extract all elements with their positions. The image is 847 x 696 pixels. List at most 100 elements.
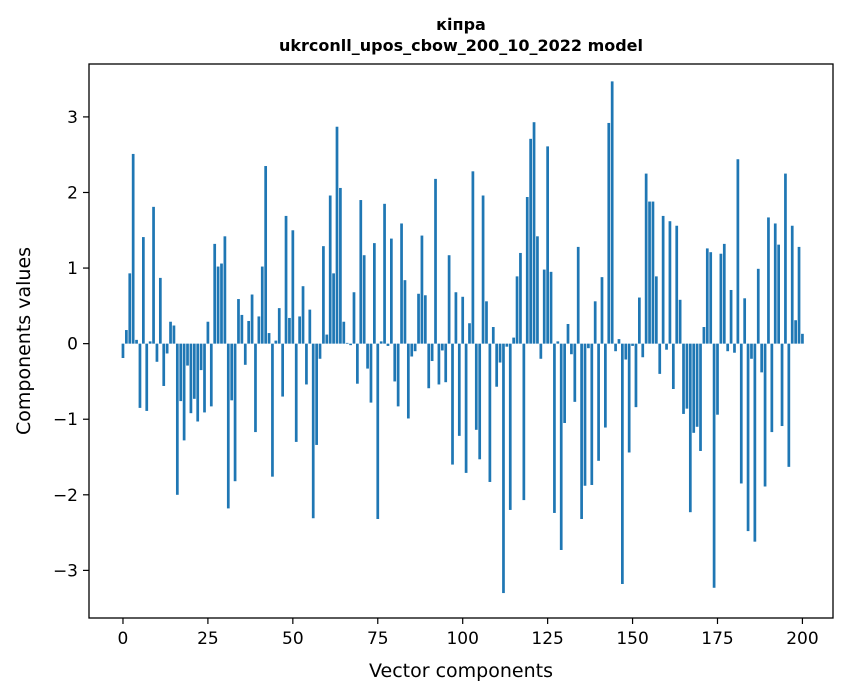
bar-component-18 — [182, 343, 186, 441]
bar-component-101 — [464, 343, 468, 473]
bar-component-113 — [505, 343, 509, 347]
y-tick-label: −2 — [53, 486, 78, 506]
bar-component-71 — [362, 255, 366, 344]
bar-component-69 — [356, 343, 359, 384]
bar-component-52 — [298, 316, 301, 344]
y-tick-label: −1 — [53, 410, 78, 430]
x-tick-label: 75 — [367, 629, 389, 649]
bar-component-53 — [301, 286, 305, 344]
bar-component-61 — [328, 195, 332, 344]
bar-component-33 — [233, 343, 237, 482]
bar-component-160 — [665, 343, 668, 350]
bar-component-187 — [756, 268, 760, 344]
bar-component-65 — [342, 321, 346, 344]
bar-component-3 — [131, 153, 135, 344]
bar-component-190 — [767, 217, 770, 344]
bar-component-119 — [525, 197, 529, 344]
bar-component-159 — [661, 215, 665, 344]
bar-component-112 — [502, 343, 505, 594]
bar-component-0 — [121, 343, 125, 359]
bar-component-23 — [199, 343, 203, 371]
bar-component-109 — [491, 327, 495, 344]
bar-component-107 — [485, 301, 488, 344]
bar-component-41 — [260, 266, 264, 344]
bar-component-106 — [481, 195, 485, 344]
bar-component-63 — [335, 126, 339, 344]
chart-title-line-1: кіпра — [436, 15, 486, 34]
bar-component-19 — [186, 343, 189, 366]
bar-component-165 — [682, 343, 685, 414]
bar-component-142 — [604, 343, 607, 428]
bar-component-123 — [539, 343, 543, 359]
bar-component-195 — [784, 173, 787, 344]
bar-component-57 — [315, 343, 318, 445]
bar-component-181 — [736, 159, 740, 344]
bar-component-86 — [413, 343, 417, 352]
bar-component-39 — [254, 343, 257, 433]
bar-component-16 — [175, 343, 179, 495]
x-tick-label: 150 — [616, 629, 648, 649]
bar-component-89 — [423, 295, 427, 344]
bar-component-98 — [454, 292, 458, 344]
bar-component-45 — [274, 340, 278, 344]
bar-component-176 — [719, 253, 723, 344]
x-tick-label: 25 — [197, 629, 219, 649]
bar-component-94 — [440, 343, 444, 351]
bar-component-192 — [773, 223, 777, 344]
bar-component-114 — [508, 343, 512, 510]
bar-component-81 — [396, 343, 400, 407]
bar-component-140 — [597, 343, 600, 461]
bar-component-103 — [471, 171, 475, 344]
bar-component-28 — [216, 266, 220, 344]
y-axis-label: Components values — [13, 247, 35, 435]
bar-component-85 — [410, 343, 414, 357]
bar-component-198 — [794, 320, 797, 344]
bar-component-7 — [145, 343, 149, 411]
bar-component-49 — [288, 317, 291, 344]
bar-component-184 — [746, 343, 750, 532]
bar-component-24 — [203, 343, 206, 413]
bar-component-1 — [125, 330, 128, 344]
bar-component-62 — [332, 273, 335, 344]
y-tick-label: −3 — [53, 561, 78, 581]
bar-component-74 — [373, 243, 376, 344]
bar-component-128 — [556, 341, 560, 344]
bar-component-43 — [267, 333, 271, 344]
x-tick-label: 100 — [446, 629, 478, 649]
bar-component-10 — [155, 343, 159, 362]
bar-component-38 — [250, 294, 254, 344]
bar-component-12 — [162, 343, 166, 386]
bar-component-126 — [549, 271, 553, 344]
bar-component-77 — [383, 203, 386, 344]
bar-component-80 — [393, 343, 397, 382]
bar-component-158 — [658, 343, 662, 374]
bar-component-64 — [339, 187, 342, 344]
bar-component-88 — [420, 235, 424, 344]
bar-component-54 — [305, 343, 308, 385]
bar-component-141 — [600, 277, 604, 344]
bar-component-104 — [474, 343, 478, 430]
bar-component-170 — [699, 343, 702, 451]
bar-component-79 — [390, 238, 393, 344]
bar-component-145 — [614, 343, 617, 352]
bar-component-144 — [610, 81, 614, 344]
bar-component-200 — [801, 333, 804, 344]
chart-title-line-2: ukrconll_upos_cbow_200_10_2022 model — [279, 36, 643, 55]
bar-component-15 — [172, 325, 176, 344]
bar-component-127 — [553, 343, 556, 513]
bar-component-131 — [566, 323, 570, 344]
bar-component-17 — [179, 343, 183, 402]
bar-component-22 — [196, 343, 200, 422]
bar-component-182 — [739, 343, 743, 484]
bar-component-14 — [169, 321, 172, 344]
bar-component-82 — [400, 223, 403, 344]
bar-component-31 — [226, 343, 230, 509]
bar-component-25 — [206, 321, 210, 344]
bar-component-93 — [437, 343, 441, 385]
bar-component-146 — [617, 339, 621, 344]
bar-component-178 — [726, 343, 730, 352]
bar-component-75 — [376, 343, 380, 519]
bar-component-32 — [230, 343, 234, 401]
bar-component-35 — [240, 314, 244, 344]
